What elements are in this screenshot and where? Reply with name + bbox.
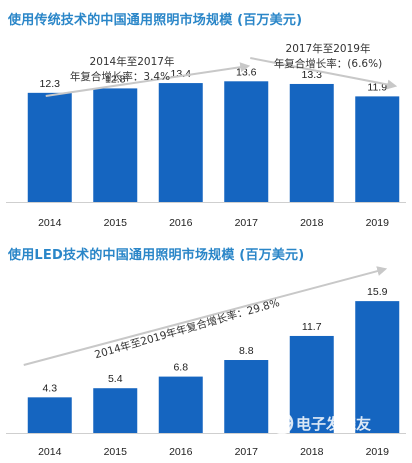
bar-chart-led: 4.3 2014 5.4 2015 6.8 2016 8.8 2017 11.7 2018 15.9… [6,266,406,458]
svg-text:电子发烧友: 电子发烧友 [296,415,371,433]
chart-panel-led: 使用LED技术的中国通用照明市场规模 (百万美元) 4.3 2014 5.4 2015… [0,240,412,463]
x-tick-label: 2019 [366,217,390,229]
x-tick-label: 2014 [38,217,62,229]
bar-value-label: 6.8 [173,362,188,374]
chart-title-traditional: 使用传统技术的中国通用照明市场规模 (百万美元) [8,13,303,28]
bar-2016 [158,376,203,433]
bar-value-label: 5.4 [108,373,123,385]
bar-value-label: 12.3 [40,78,61,90]
bar-2019 [355,301,400,433]
x-tick-label: 2015 [104,446,128,458]
bar-2015 [93,388,138,433]
bar-2014 [27,397,72,433]
bar-value-label: 8.8 [239,345,254,357]
x-tick-label: 2018 [300,217,324,229]
x-tick-label: 2016 [169,217,193,229]
bar-2015 [93,88,138,202]
bar-value-label: 11.7 [302,321,322,333]
x-tick-label: 2015 [104,217,128,229]
bar-2014 [27,92,72,202]
bar-2016 [158,83,203,202]
chart-title-led: 使用LED技术的中国通用照明市场规模 (百万美元) [8,248,305,263]
bar-2018 [289,335,334,433]
x-tick-label: 2017 [235,217,259,229]
trend-arrow [45,62,251,97]
bar-chart-traditional: 12.3201412.8201513.4201613.6201713.32018… [6,42,406,229]
x-tick-label: 2016 [169,446,193,458]
x-tick-label: 2019 [366,446,390,458]
bar-2017 [224,360,269,433]
bar-2019 [355,96,400,202]
bar-value-label: 4.3 [42,382,57,394]
cagr-annotation: 年复合增长率：3.4% [70,70,170,83]
x-tick-label: 2018 [300,446,324,458]
cagr-annotation: 年复合增长率：(6.6%) [274,57,382,70]
bar-value-label: 12.8 [105,73,126,85]
bar-2018 [289,83,334,202]
svg-text:www.elecfans.com: www.elecfans.com [300,434,375,443]
x-tick-label: 2017 [235,446,259,458]
x-tick-label: 2014 [38,446,62,458]
cagr-annotation: 2017年至2019年 [286,42,371,55]
chart-panel-traditional: 使用传统技术的中国通用照明市场规模 (百万美元) 12.3 2014 12.8 201… [6,13,406,229]
bar-value-label: 13.3 [302,69,323,81]
bar-2017 [224,81,269,202]
bar-value-label: 15.9 [367,286,388,298]
trend-arrow [23,266,388,366]
cagr-annotation: 2014年至2017年 [90,55,175,68]
trend-arrow [250,57,398,90]
